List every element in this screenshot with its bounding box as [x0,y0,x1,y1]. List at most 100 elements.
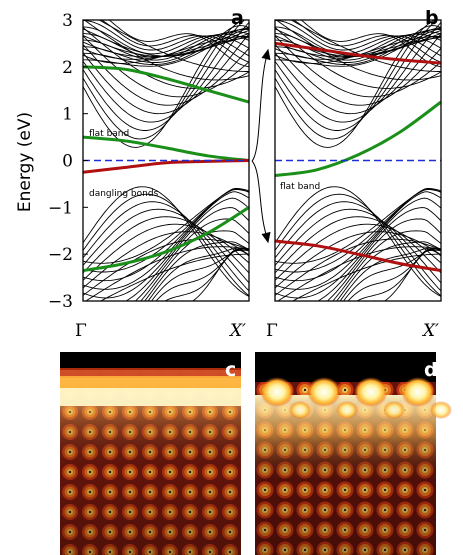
bulk-band [275,208,441,284]
bulk-band [275,223,441,281]
surface-band-1 [275,41,441,65]
panel-c-vacuum [60,352,241,370]
arrow-head-down [261,231,271,244]
bulk-band [275,44,441,106]
bracket-arrows [251,48,271,244]
bulk-band [83,223,249,281]
surface-dimer [430,401,452,419]
annotation-flat-band-b: flat band [280,182,320,192]
bulk-band [144,241,249,301]
panel-a-bulk-bands [83,20,249,301]
bulk-band [275,20,438,131]
annotation-flat-band-a: flat band [89,129,129,139]
bulk-band [339,248,441,301]
bulk-band [347,248,441,301]
surface-band-4 [83,206,249,273]
bulk-band [155,248,249,301]
panel-b-frame [274,19,442,302]
arrow-down [251,160,269,241]
bulk-band [83,35,249,98]
bulk-band [83,197,249,299]
bulk-band [275,231,441,289]
y-tick-label: 3 [62,11,73,31]
panel-d-surface-dimers [260,377,452,419]
bulk-band [275,26,441,55]
bulk-band [275,35,441,98]
bulk-band [83,25,249,148]
bulk-band [83,27,249,65]
bulk-band [83,26,249,55]
bulk-band [83,207,249,301]
bulk-band [275,25,441,148]
bulk-band [83,186,249,297]
surface-dimer [289,401,311,419]
bulk-band [140,230,249,301]
bulk-band [98,20,249,72]
bulk-band [275,188,441,282]
y-axis-label: Energy (eV) [15,112,35,212]
bulk-band [275,27,441,89]
panel-c-label: c [225,359,236,381]
bulk-band [275,207,441,301]
bulk-band [99,253,249,301]
bulk-band [336,241,441,301]
bulk-band [326,218,441,301]
bulk-band [83,27,249,89]
bulk-band [150,249,249,301]
surface-dimer [336,401,358,419]
surface-dimer [383,401,405,419]
surface-dimer [401,377,435,407]
bulk-band [275,20,441,81]
y-tick-label: 0 [62,152,73,172]
bulk-band [275,197,441,299]
bulk-band [83,44,249,106]
bulk-band [275,22,441,123]
surface-band-1 [83,65,249,104]
panel-d-label: d [424,359,438,381]
y-tick-label: −3 [48,292,73,312]
panel-b-label: b [425,7,439,29]
surface-band-2 [83,135,249,162]
bulk-band [275,186,441,297]
panel-b-bulk-bands [275,20,441,301]
surface-dimer [260,377,294,407]
bulk-band [275,33,441,115]
arrow-head-up [261,48,271,61]
surface-band-2 [275,100,441,177]
bulk-band [147,248,249,301]
bulk-band [83,33,249,58]
panel-c-stm-image: c [60,352,241,555]
bulk-band [291,253,441,301]
bulk-band [275,27,441,65]
x-tick-xprime-a: X′ [228,321,246,341]
arrow-up [251,51,269,162]
bulk-band [83,208,249,284]
bulk-band [83,33,249,115]
surface-dimer [307,377,341,407]
bulk-band [332,230,441,301]
bulk-band [83,20,249,81]
bulk-band [277,246,441,301]
bulk-band [275,201,441,292]
x-tick-gamma-b: Γ [266,321,278,341]
bulk-band [342,249,441,301]
panel-b: b flat band Γ X′ [266,7,442,341]
bulk-band [108,20,249,68]
panel-a-y-ticks: 3 2 1 0 −1 −2 −3 [48,11,280,312]
annotation-dangling-bonds: dangling bonds [89,189,159,199]
panel-b-surface-bands [275,41,441,273]
bulk-band [83,22,249,123]
y-tick-label: −2 [48,245,73,265]
bulk-band [83,191,249,290]
x-tick-xprime-b: X′ [421,321,439,341]
surface-dimer [354,377,388,407]
bulk-band [83,216,249,274]
bulk-band [83,201,249,292]
bulk-band [83,193,249,297]
bulk-band [300,20,441,68]
surface-band-3 [275,239,441,273]
bulk-band [134,218,249,301]
panel-d-stm-image: d [255,352,452,555]
